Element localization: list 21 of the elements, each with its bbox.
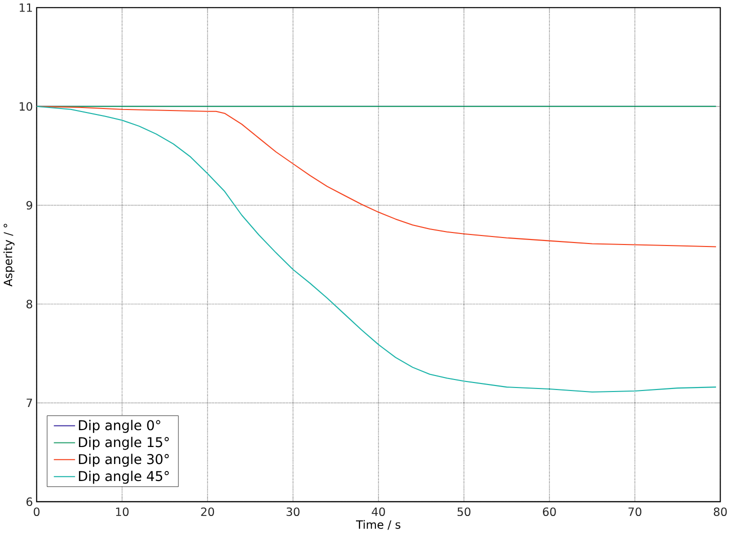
x-tick-label: 60 [542, 507, 556, 516]
legend-label: Dip angle 15° [78, 436, 169, 450]
y-tick-label: 8 [26, 300, 32, 308]
y-tick-label: 6 [26, 497, 32, 506]
x-tick-label: 0 [34, 507, 40, 516]
legend-label: Dip angle 30° [78, 454, 169, 467]
x-tick-label: 20 [201, 507, 214, 516]
x-tick-label: 50 [458, 507, 470, 516]
legend-label: Dip angle 45° [78, 470, 169, 484]
y-tick-label: 10 [20, 102, 32, 111]
y-tick-label: 7 [26, 398, 32, 407]
x-tick-label: 80 [714, 507, 727, 516]
y-axis-title: Asperity / ° [3, 224, 14, 286]
x-tick-label: 40 [372, 507, 385, 516]
x-tick-label: 30 [286, 507, 300, 516]
legend-label: Dip angle 0° [78, 420, 160, 433]
y-tick-label: 9 [26, 200, 32, 210]
y-tick-label: 11 [20, 3, 32, 12]
x-tick-label: 10 [116, 507, 129, 516]
x-axis-title: Time / s [356, 520, 400, 530]
x-tick-label: 70 [628, 507, 642, 516]
